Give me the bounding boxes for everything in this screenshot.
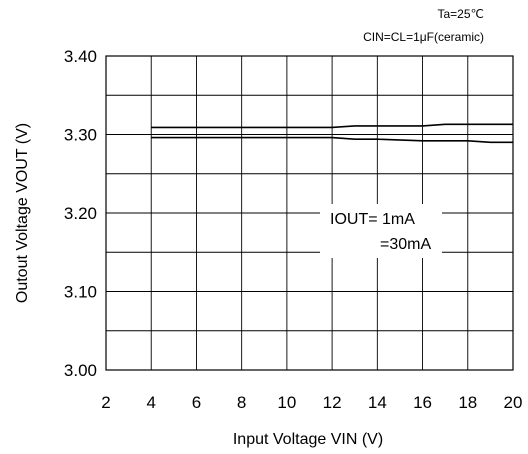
y-tick-label: 3.10	[64, 283, 97, 302]
legend-background	[320, 204, 442, 258]
legend-label-1ma: IOUT= 1mA	[330, 211, 415, 228]
x-tick-label: 20	[504, 393, 523, 412]
x-axis-label: Input Voltage VIN (V)	[233, 431, 383, 448]
legend: IOUT= 1mA =30mA	[320, 204, 442, 258]
x-tick-label: 2	[101, 393, 110, 412]
y-tick-label: 3.20	[64, 204, 97, 223]
series-line-iout-30ma	[151, 136, 513, 144]
condition-capacitance: CIN=CL=1μF(ceramic)	[363, 30, 484, 44]
x-tick-label: 4	[146, 393, 155, 412]
x-tick-label: 8	[237, 393, 246, 412]
y-tick-label: 3.00	[64, 361, 97, 380]
x-tick-label: 10	[277, 393, 296, 412]
legend-label-30ma: =30mA	[380, 236, 431, 253]
grid-lines	[106, 56, 513, 370]
x-tick-label: 18	[458, 393, 477, 412]
y-tick-label: 3.40	[64, 47, 97, 66]
x-tick-label: 12	[323, 393, 342, 412]
y-tick-label: 3.30	[64, 126, 97, 145]
plot-frame	[105, 55, 514, 371]
x-tick-label: 16	[413, 393, 432, 412]
tick-labels: 2 4 6 8 10 12 14 16 18 20 3.40 3.30 3.20 3.10 3.00	[64, 47, 523, 412]
x-tick-label: 6	[192, 393, 201, 412]
y-axis-label: Outout Voltage VOUT (V)	[14, 123, 31, 303]
series-lines	[151, 123, 513, 144]
x-tick-label: 14	[368, 393, 387, 412]
series-line-iout-1ma	[151, 123, 513, 129]
condition-temperature: Ta=25℃	[437, 7, 484, 21]
